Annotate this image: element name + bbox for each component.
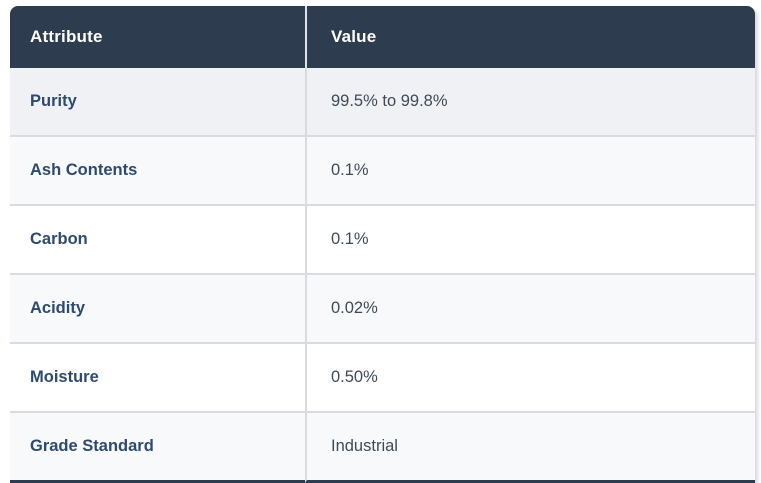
- value-cell: 0.1%: [305, 204, 755, 273]
- header-row: Attribute Value: [10, 6, 755, 68]
- table-row-moisture: Moisture 0.50%: [10, 342, 755, 411]
- value-cell: 99.5% to 99.8%: [305, 68, 755, 135]
- table-row-purity: Purity 99.5% to 99.8%: [10, 68, 755, 135]
- table-header: Attribute Value: [10, 6, 755, 68]
- column-header-attribute: Attribute: [10, 6, 305, 68]
- table-body: Purity 99.5% to 99.8% Ash Contents 0.1% …: [10, 68, 755, 483]
- value-cell: 0.1%: [305, 135, 755, 204]
- value-cell: Industrial: [305, 411, 755, 483]
- product-spec-table: Attribute Value Purity 99.5% to 99.8% As…: [10, 6, 755, 483]
- table-row-ash-contents: Ash Contents 0.1%: [10, 135, 755, 204]
- column-header-value: Value: [305, 6, 755, 68]
- table-row-grade-standard: Grade Standard Industrial: [10, 411, 755, 483]
- attribute-cell: Carbon: [10, 204, 305, 273]
- attribute-cell: Acidity: [10, 273, 305, 342]
- value-cell: 0.02%: [305, 273, 755, 342]
- attribute-cell: Purity: [30, 92, 77, 110]
- table-row-acidity: Acidity 0.02%: [10, 273, 755, 342]
- table-row-carbon: Carbon 0.1%: [10, 204, 755, 273]
- product-spec-table-container: Attribute Value Purity 99.5% to 99.8% As…: [10, 6, 755, 483]
- attribute-cell: Moisture: [10, 342, 305, 411]
- attribute-cell: Ash Contents: [10, 135, 305, 204]
- attribute-cell: Grade Standard: [10, 411, 305, 483]
- value-cell: 0.50%: [305, 342, 755, 411]
